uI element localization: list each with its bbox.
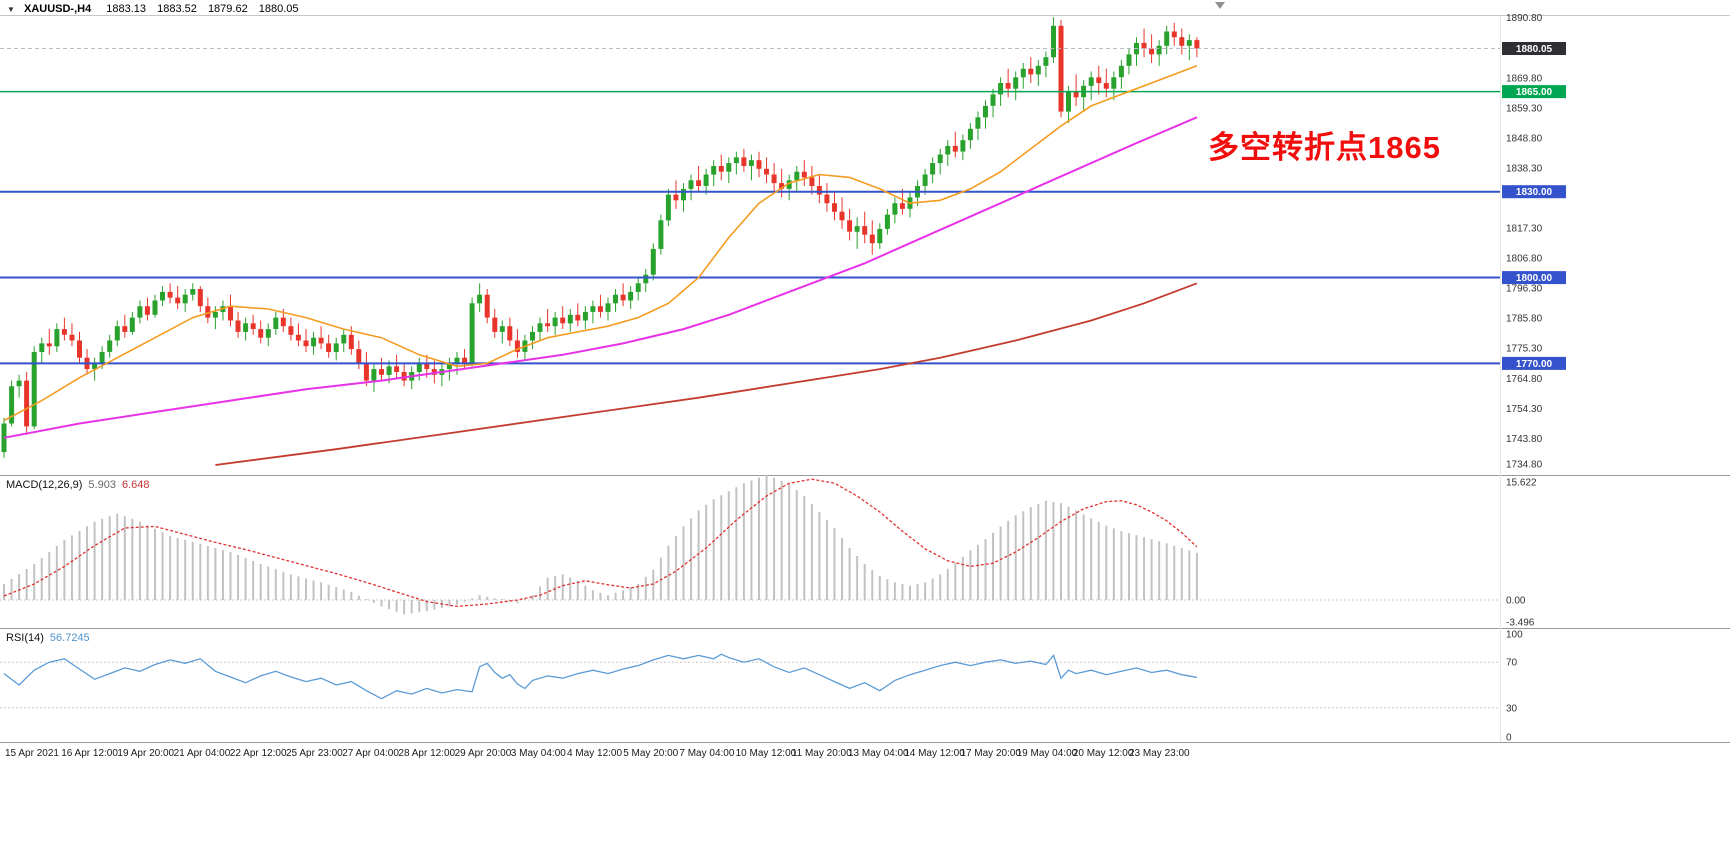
time-label: 29 Apr 20:00 [454,748,512,759]
level-price-tag [1502,85,1566,99]
symbol-timeframe-label: XAUUSD-,H4 [23,3,92,15]
svg-text:1785.80: 1785.80 [1506,314,1543,325]
svg-text:15.622: 15.622 [1506,478,1537,489]
time-label: 13 May 04:00 [848,748,909,759]
macd-signal-line [3,478,1198,608]
time-label: 21 Apr 04:00 [173,748,231,759]
time-label: 23 May 23:00 [1129,748,1190,759]
time-label: 7 May 04:00 [679,748,735,759]
time-axis[interactable]: 15 Apr 2021 16 Apr 12:00 19 Apr 20:00 21 Ap… [0,742,1730,769]
svg-text:1754.30: 1754.30 [1506,404,1543,415]
time-label: 27 Apr 04:00 [342,748,399,759]
ma-slow-red [215,282,1198,466]
svg-text:100: 100 [1506,630,1523,641]
svg-text:-3.496: -3.496 [1506,618,1535,629]
annotation-text: 多空转折点1865 [1208,130,1441,165]
time-label: 14 May 12:00 [904,748,965,759]
quote-close: 1880.05 [258,3,299,15]
svg-text:1800.00: 1800.00 [1516,273,1553,284]
candles-layer [1,17,1200,458]
level-price-tag [1502,271,1566,285]
symbol-dropdown-icon[interactable]: ▼ [7,5,15,14]
svg-text:1770.00: 1770.00 [1516,359,1553,370]
level-price-tag [1502,185,1566,199]
time-label: 25 Apr 23:00 [286,748,343,759]
macd-name: MACD(12,26,9) [6,479,83,491]
macd-histogram [3,475,1198,615]
svg-text:1848.80: 1848.80 [1506,133,1543,144]
time-label: 17 May 20:00 [960,748,1021,759]
rsi-label: RSI(14) 56.7245 [6,632,96,644]
time-label: 19 Apr 20:00 [117,748,175,759]
svg-text:1796.30: 1796.30 [1506,284,1543,295]
svg-text:1734.80: 1734.80 [1506,460,1543,471]
rsi-name: RSI(14) [6,632,44,644]
time-label: 10 May 12:00 [735,748,797,759]
svg-text:30: 30 [1506,703,1518,714]
time-label: 4 May 12:00 [567,748,623,759]
level-price-tag [1502,356,1566,370]
macd-value-main: 5.903 [88,479,116,491]
svg-text:1890.80: 1890.80 [1506,13,1543,24]
time-label: 3 May 04:00 [510,748,566,759]
svg-text:1838.30: 1838.30 [1506,164,1543,175]
symbol-info-bar: ▼ XAUUSD-,H4 1883.13 1883.52 1879.62 188… [7,3,307,15]
macd-label: MACD(12,26,9) 5.903 6.648 [6,479,155,491]
price-axis-labels: 1890.80 1869.80 1859.30 1848.80 1838.30 1817.… [1506,13,1543,470]
current-price-tag [1502,42,1566,55]
rsi-line [3,653,1198,700]
rsi-indicator-panel[interactable]: 100 70 30 0 [0,628,1730,744]
time-label: 19 May 04:00 [1016,748,1078,759]
chart-shift-marker-icon[interactable] [1215,2,1225,9]
time-label: 20 May 12:00 [1072,748,1134,759]
macd-indicator-panel[interactable]: 15.622 0.00 -3.496 [0,475,1730,629]
svg-text:1817.30: 1817.30 [1506,224,1543,235]
time-label: 11 May 20:00 [791,748,852,759]
main-price-chart[interactable]: 1890.80 1869.80 1859.30 1848.80 1838.30 1817.… [0,0,1730,475]
time-label: 15 Apr 2021 [5,748,59,759]
quote-low: 1879.62 [207,3,248,15]
svg-text:0: 0 [1506,733,1512,744]
ma-mid-magenta [3,116,1198,439]
rsi-value: 56.7245 [49,632,90,644]
svg-text:1880.05: 1880.05 [1516,44,1553,55]
ma-fast-orange [3,65,1198,422]
svg-text:1775.30: 1775.30 [1506,344,1543,355]
svg-text:1865.00: 1865.00 [1516,87,1553,98]
quote-high: 1883.52 [157,3,197,15]
svg-text:1869.80: 1869.80 [1506,73,1543,84]
macd-value-signal: 6.648 [121,479,150,491]
time-label: 22 Apr 12:00 [229,748,287,759]
svg-text:1764.80: 1764.80 [1506,374,1543,385]
svg-text:1743.80: 1743.80 [1506,434,1543,445]
svg-text:1806.80: 1806.80 [1506,254,1543,265]
time-label: 28 Apr 12:00 [398,748,456,759]
time-label: 16 Apr 12:00 [61,748,118,759]
svg-text:70: 70 [1506,658,1518,669]
quote-open: 1883.13 [106,3,147,15]
svg-text:1830.00: 1830.00 [1516,187,1553,198]
svg-text:0.00: 0.00 [1506,596,1526,607]
svg-text:1859.30: 1859.30 [1506,103,1543,114]
time-label: 5 May 20:00 [623,748,679,759]
